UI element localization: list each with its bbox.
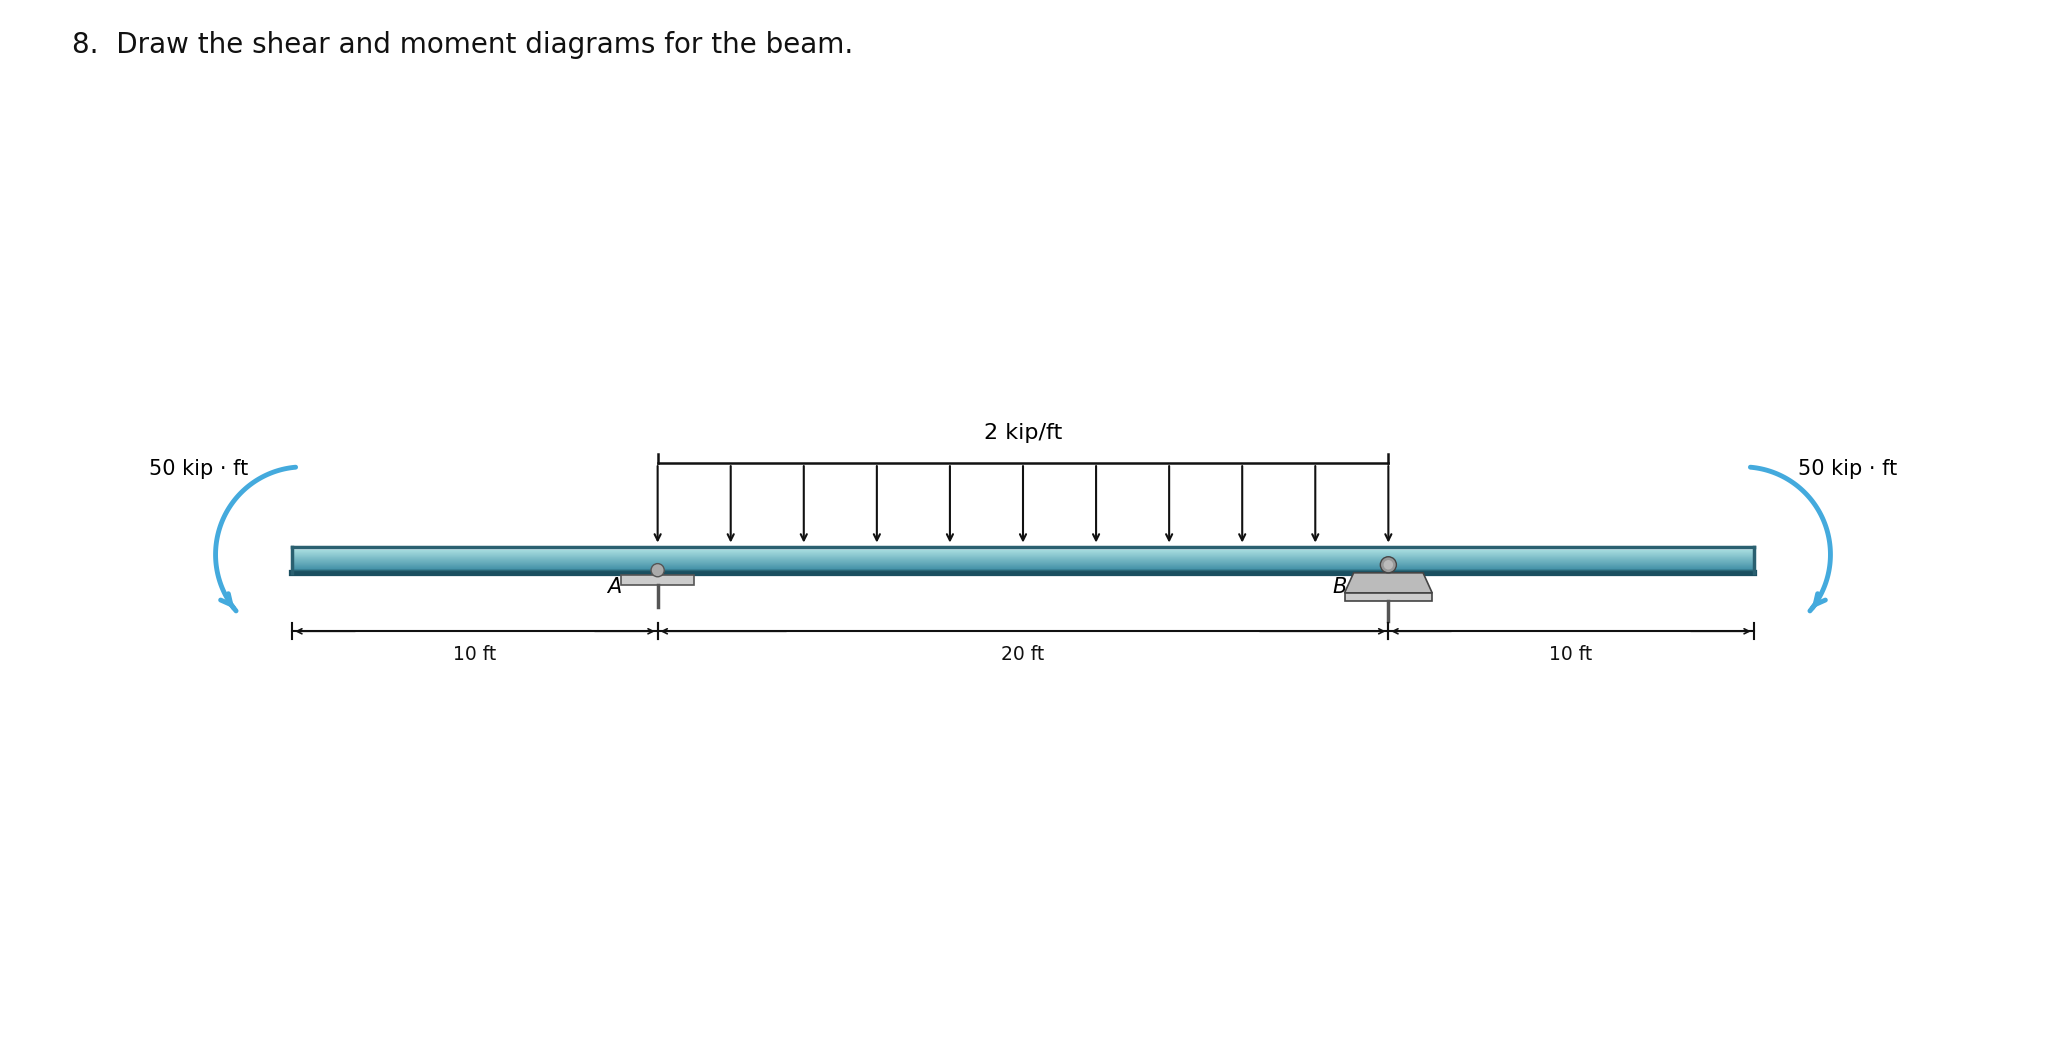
Text: 10 ft: 10 ft [1549, 645, 1592, 664]
Text: B: B [1332, 577, 1346, 597]
Polygon shape [1344, 593, 1432, 601]
Text: 50 kip · ft: 50 kip · ft [149, 459, 248, 478]
Text: 2 kip/ft: 2 kip/ft [984, 423, 1062, 443]
Text: 10 ft: 10 ft [454, 645, 497, 664]
Circle shape [1381, 557, 1395, 573]
Bar [622, 575, 694, 585]
Circle shape [1383, 560, 1393, 570]
Circle shape [651, 563, 665, 577]
Text: A: A [608, 577, 622, 597]
Bar [293, 548, 1753, 551]
Polygon shape [1344, 573, 1432, 593]
Text: 20 ft: 20 ft [1000, 645, 1046, 664]
Text: 8.  Draw the shear and moment diagrams for the beam.: 8. Draw the shear and moment diagrams fo… [72, 31, 853, 60]
Text: 50 kip · ft: 50 kip · ft [1798, 459, 1897, 478]
